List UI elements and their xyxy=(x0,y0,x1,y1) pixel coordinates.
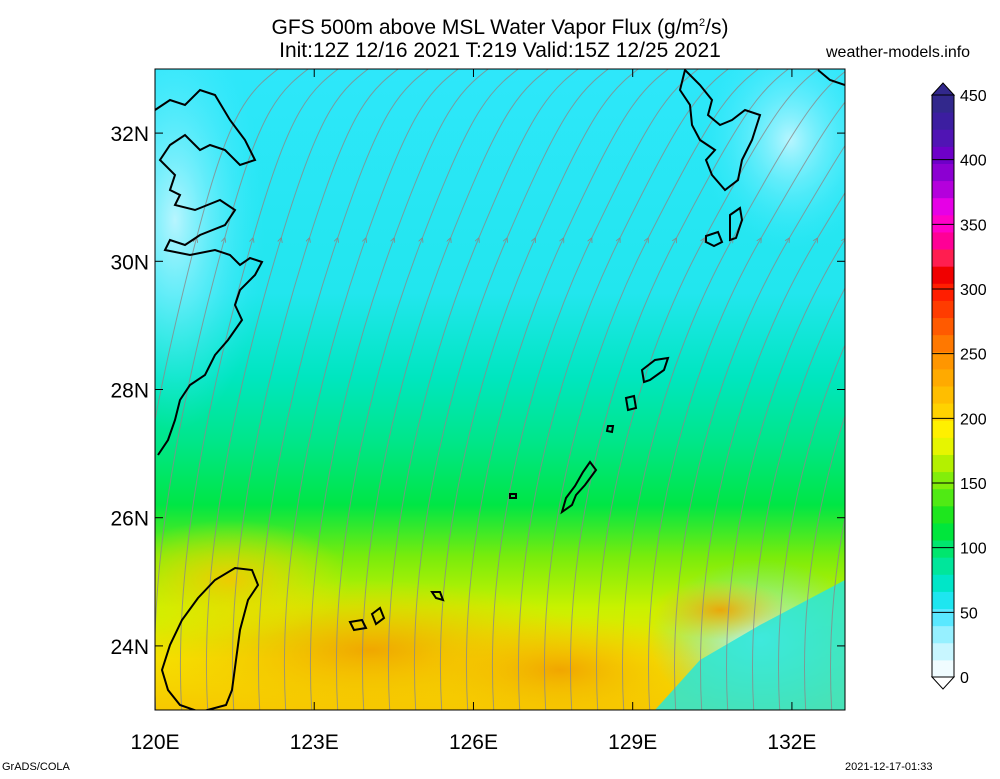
streamline xyxy=(492,69,700,710)
colorbar-segment xyxy=(932,574,954,592)
colorbar-segment xyxy=(932,112,954,130)
colorbar-segment xyxy=(932,266,954,284)
streamline xyxy=(257,69,429,710)
streamline xyxy=(804,414,845,710)
colorbar-label: 150 xyxy=(960,476,987,493)
colorbar-segment xyxy=(932,146,954,164)
streamline xyxy=(830,515,845,710)
colorbar-segment xyxy=(932,608,954,627)
streamline xyxy=(700,191,845,710)
colorbar-label: 450 xyxy=(960,88,987,105)
chart-subtitle: Init:12Z 12/16 2021 T:219 Valid:15Z 12/2… xyxy=(279,39,721,62)
streamline xyxy=(388,69,579,710)
streamline xyxy=(440,69,640,710)
colorbar-segment xyxy=(932,95,954,113)
colorbar-segment xyxy=(932,540,954,558)
streamline xyxy=(596,69,820,710)
colorbar-segment xyxy=(932,522,954,541)
colorbar-label: 0 xyxy=(960,670,969,687)
streamline xyxy=(155,69,309,710)
lat-tick-label: 26N xyxy=(110,508,149,531)
streamline xyxy=(648,101,845,710)
colorbar-segment xyxy=(932,642,954,661)
colorbar-segment xyxy=(932,334,954,353)
chart-title: GFS 500m above MSL Water Vapor Flux (g/m… xyxy=(271,16,729,39)
lon-tick-label: 129E xyxy=(608,731,657,754)
lat-tick-label: 30N xyxy=(110,251,149,274)
colorbar-segment xyxy=(932,437,954,455)
streamline xyxy=(310,69,489,710)
colorbar-min-arrow xyxy=(930,676,956,690)
axis-ticks: 120E 123E 126E 129E 132E 24N 26N 28N 30N 32N xyxy=(110,69,845,754)
colorbar-label: 100 xyxy=(960,541,987,558)
streamline xyxy=(674,144,845,710)
colorbar-segment xyxy=(932,454,954,473)
streamline xyxy=(544,69,760,710)
colorbar-max-arrow xyxy=(930,82,956,96)
streamline xyxy=(778,344,845,710)
colorbar-label: 250 xyxy=(960,347,987,364)
streamline xyxy=(155,69,279,423)
lon-tick-label: 132E xyxy=(767,731,816,754)
colorbar-segment xyxy=(932,129,954,147)
streamline xyxy=(205,69,369,710)
streamline xyxy=(414,69,609,710)
colorbar-segment xyxy=(932,214,954,233)
colorbar-label: 300 xyxy=(960,282,987,299)
colorbar-segment xyxy=(932,420,954,438)
colorbar-segment xyxy=(932,403,954,421)
colorbar: 0 50 100 150 200 250 300 350 400 450 xyxy=(930,82,987,690)
streamline xyxy=(622,70,845,710)
colorbar-segment xyxy=(932,351,954,370)
colorbar-segment xyxy=(932,163,954,182)
colorbar-segment xyxy=(932,659,954,678)
colorbar-label: 200 xyxy=(960,411,987,428)
lon-tick-label: 120E xyxy=(130,731,179,754)
colorbar-segment xyxy=(932,505,954,524)
colorbar-label: 350 xyxy=(960,217,987,234)
colorbar-segment xyxy=(932,557,954,575)
lat-tick-label: 32N xyxy=(110,123,149,146)
colorbar-segment xyxy=(932,197,954,216)
colorbar-segment xyxy=(932,317,954,336)
colorbar-segment xyxy=(932,488,954,507)
streamline xyxy=(752,287,845,710)
lon-tick-label: 126E xyxy=(449,731,498,754)
colorbar-segment xyxy=(932,591,954,610)
colorbar-label: 400 xyxy=(960,153,987,170)
colorbar-segment xyxy=(932,180,954,199)
software-credit: GrADS/COLA xyxy=(2,761,70,773)
lat-tick-label: 28N xyxy=(110,380,149,403)
colorbar-segment xyxy=(932,231,954,250)
generation-timestamp: 2021-12-17-01:33 xyxy=(845,761,933,773)
streamline xyxy=(466,69,670,710)
streamline xyxy=(518,69,730,710)
flux-field xyxy=(155,60,845,710)
colorbar-segment xyxy=(932,283,954,301)
streamline xyxy=(283,69,459,710)
lat-tick-label: 24N xyxy=(110,636,149,659)
coastlines xyxy=(155,69,845,710)
colorbar-label: 50 xyxy=(960,605,978,622)
streamline xyxy=(570,69,790,710)
colorbar-segment xyxy=(932,386,954,404)
source-site-label: weather-models.info xyxy=(826,44,971,61)
streamline xyxy=(726,60,845,710)
colorbar-segment xyxy=(932,368,954,387)
colorbar-segment xyxy=(932,625,954,644)
streamline xyxy=(362,69,549,710)
colorbar-segment xyxy=(932,249,954,267)
flux-streamlines xyxy=(155,60,845,710)
colorbar-segment xyxy=(932,471,954,490)
streamline xyxy=(231,69,399,710)
lon-tick-label: 123E xyxy=(290,731,339,754)
colorbar-segment xyxy=(932,300,954,319)
streamline xyxy=(336,69,519,710)
